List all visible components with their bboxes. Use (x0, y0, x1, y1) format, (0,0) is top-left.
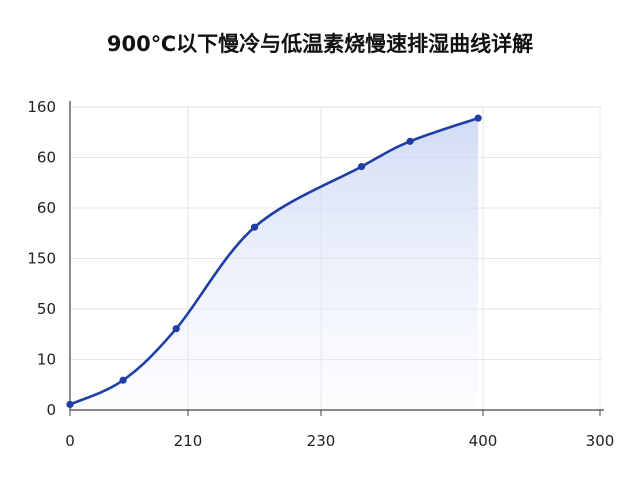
y-tick-label: 60 (37, 149, 56, 167)
data-point (119, 376, 127, 384)
chart-title: 900℃以下慢冷与低温素烧慢速排湿曲线详解 (106, 32, 534, 56)
data-point (66, 400, 74, 409)
y-tick-label: 50 (37, 300, 56, 318)
y-tick-label: 60 (37, 199, 56, 217)
x-tick-label: 0 (65, 432, 75, 450)
y-tick-label: 160 (27, 98, 56, 116)
series-area-fill (70, 118, 479, 411)
data-point (406, 137, 414, 145)
data-point (172, 325, 180, 333)
y-tick-label: 150 (27, 250, 56, 268)
x-tick-label: 400 (469, 432, 498, 450)
x-tick-label: 210 (174, 432, 203, 450)
y-tick-label: 0 (46, 401, 56, 419)
y-tick-label: 10 (37, 351, 56, 369)
data-point (250, 223, 259, 231)
data-point (357, 162, 366, 171)
x-tick-label: 230 (307, 432, 336, 450)
data-point (474, 114, 482, 122)
x-tick-label: 300 (586, 432, 615, 450)
